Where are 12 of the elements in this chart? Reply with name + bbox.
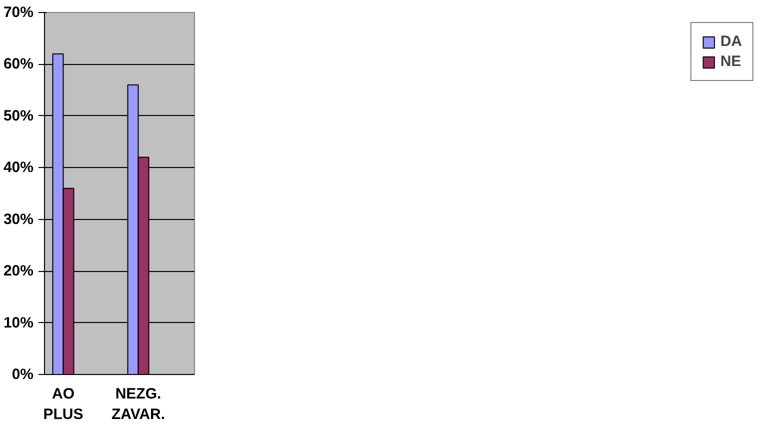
y-tick-label: 70% <box>3 4 34 21</box>
y-tick-label: 30% <box>3 210 34 228</box>
y-tick-label: 50% <box>3 107 34 124</box>
x-tick-label: AO PLUS <box>43 386 84 423</box>
y-tick-label: 10% <box>3 314 34 332</box>
legend-label: NE <box>720 53 742 70</box>
y-tick-label: 0% <box>12 366 34 383</box>
y-tick-label: 20% <box>3 262 34 280</box>
legend-label: DA <box>720 33 742 50</box>
y-tick-label: 40% <box>3 159 34 176</box>
y-tick-label: 60% <box>3 56 34 73</box>
x-tick-label: NEZG. ZAVAR. <box>111 386 166 423</box>
